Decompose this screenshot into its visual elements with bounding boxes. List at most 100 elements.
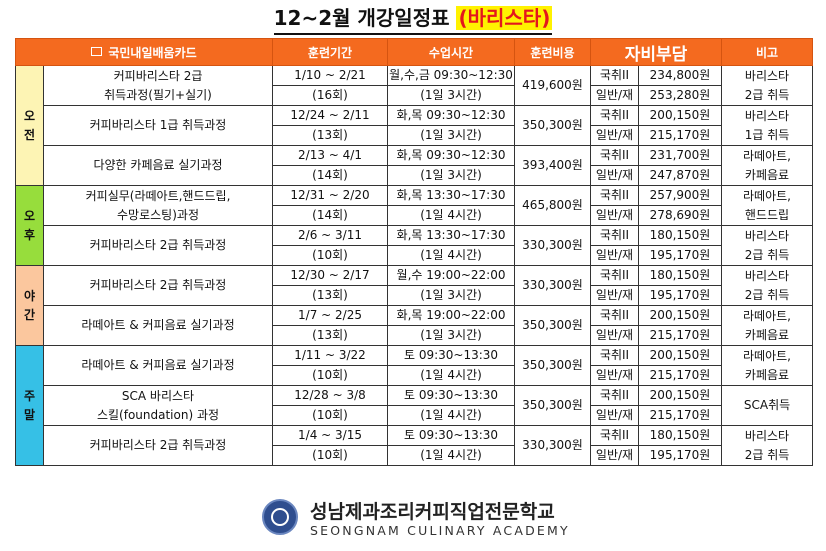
course-note: 바리스타 2급 취득: [721, 65, 814, 106]
course-row: 커피바리스타 2급 취득과정 2/6 ~ 3/11 화,목 13:30~17:30 3…: [16, 225, 814, 266]
daily-hours: (1일 4시간): [387, 245, 516, 266]
course-row: 오 후 커피실무(라떼아트,핸드드립, 수망로스팅)과정 12/31 ~ 2/20 화,목…: [15, 185, 814, 266]
school-name-en: SEONGNAM CULINARY ACADEMY: [310, 523, 570, 538]
self-pay-national: 180,150원: [638, 225, 723, 246]
daily-hours: (1일 4시간): [387, 365, 516, 386]
class-time: 토 09:30~13:30: [387, 425, 516, 446]
self-pay-general: 215,170원: [638, 125, 723, 146]
school-logo-icon: [262, 499, 298, 535]
training-fee: 350,300원: [514, 105, 592, 146]
self-pay-general: 247,870원: [638, 165, 723, 186]
course-name: SCA 바리스타 스킬(foundation) 과정: [42, 385, 274, 426]
category-national: 국취II: [590, 305, 640, 326]
title-main: 12~2월 개강일정표: [273, 6, 450, 30]
course-name: 커피바리스타 2급 취득과정: [42, 265, 274, 306]
training-dates: 1/7 ~ 2/25: [272, 305, 389, 326]
school-name-ko: 성남제과조리커피직업전문학교: [310, 501, 555, 523]
class-time: 월,수,금 09:30~12:30: [387, 65, 516, 86]
category-national: 국취II: [590, 265, 640, 286]
daily-hours: (1일 3시간): [387, 325, 516, 346]
self-pay-general: 195,170원: [638, 245, 723, 266]
self-pay-national: 180,150원: [638, 265, 723, 286]
course-row: 커피바리스타 1급 취득과정 12/24 ~ 2/11 화,목 09:30~12:3…: [16, 105, 814, 146]
class-time: 화,목 19:00~22:00: [387, 305, 516, 326]
training-dates: 12/31 ~ 2/20: [272, 185, 389, 206]
category-general: 일반/재: [590, 85, 640, 106]
session-count: (16회): [272, 85, 389, 106]
training-fee: 350,300원: [514, 385, 592, 426]
category-general: 일반/재: [590, 245, 640, 266]
training-fee: 330,300원: [514, 425, 592, 466]
self-pay-national: 200,150원: [638, 385, 723, 406]
class-time: 화,목 09:30~12:30: [387, 105, 516, 126]
session-count: (13회): [272, 125, 389, 146]
header-time: 수업시간: [387, 38, 516, 66]
training-dates: 1/4 ~ 3/15: [272, 425, 389, 446]
self-pay-national: 180,150원: [638, 425, 723, 446]
class-time: 화,목 13:30~17:30: [387, 225, 516, 246]
category-national: 국취II: [590, 225, 640, 246]
daily-hours: (1일 4시간): [387, 205, 516, 226]
course-row-sub: (14회) (1일 4시간) 일반/재 278,690원: [16, 205, 813, 226]
school-footer: 성남제과조리커피직업전문학교 SEONGNAM CULINARY ACADEMY: [262, 497, 582, 541]
class-time: 토 09:30~13:30: [387, 385, 516, 406]
daily-hours: (1일 4시간): [387, 445, 516, 466]
course-note: 라떼아트, 카페음료: [721, 145, 814, 186]
category-general: 일반/재: [590, 125, 640, 146]
self-pay-general: 195,170원: [638, 285, 723, 306]
training-fee: 465,800원: [514, 185, 592, 226]
daily-hours: (1일 4시간): [387, 405, 516, 426]
self-pay-general: 215,170원: [638, 405, 723, 426]
self-pay-national: 231,700원: [638, 145, 723, 166]
card-icon: [91, 46, 103, 56]
training-fee: 350,300원: [514, 345, 592, 386]
category-general: 일반/재: [590, 365, 640, 386]
daily-hours: (1일 3시간): [387, 85, 516, 106]
session-count: (10회): [272, 405, 389, 426]
self-pay-general: 278,690원: [638, 205, 723, 226]
header-fee: 훈련비용: [514, 38, 592, 66]
course-note: SCA취득: [721, 385, 814, 426]
session-count: (10회): [272, 445, 389, 466]
course-note: 바리스타 2급 취득: [721, 425, 814, 466]
header-self-pay: 자비부담: [590, 38, 723, 66]
category-general: 일반/재: [590, 445, 640, 466]
course-row-sub: (10회) (1일 4시간) 일반/재 195,170원: [16, 245, 813, 266]
self-pay-national: 257,900원: [638, 185, 723, 206]
category-general: 일반/재: [590, 285, 640, 306]
class-time: 화,목 09:30~12:30: [387, 145, 516, 166]
session-count: (10회): [272, 245, 389, 266]
self-pay-general: 215,170원: [638, 325, 723, 346]
training-dates: 2/13 ~ 4/1: [272, 145, 389, 166]
category-national: 국취II: [590, 185, 640, 206]
training-dates: 12/30 ~ 2/17: [272, 265, 389, 286]
course-name: 라떼아트 & 커피음료 실기과정: [42, 345, 274, 386]
training-dates: 2/6 ~ 3/11: [272, 225, 389, 246]
course-row-sub: (14회) (1일 3시간) 일반/재 247,870원: [16, 165, 813, 186]
category-general: 일반/재: [590, 405, 640, 426]
self-pay-general: 215,170원: [638, 365, 723, 386]
class-time: 화,목 13:30~17:30: [387, 185, 516, 206]
course-row: 라떼아트 & 커피음료 실기과정 1/7 ~ 2/25 화,목 19:00~22:0…: [16, 305, 814, 346]
training-fee: 330,300원: [514, 225, 592, 266]
self-pay-national: 234,800원: [638, 65, 723, 86]
class-time: 토 09:30~13:30: [387, 345, 516, 366]
course-name: 커피바리스타 2급 취득과정: [42, 225, 274, 266]
header-note: 비고: [721, 38, 814, 66]
course-name: 커피바리스타 2급 취득과정(필기+실기): [42, 65, 274, 106]
training-dates: 12/24 ~ 2/11: [272, 105, 389, 126]
session-count: (13회): [272, 285, 389, 306]
training-fee: 419,600원: [514, 65, 592, 106]
self-pay-national: 200,150원: [638, 345, 723, 366]
title-underline: 12~2월 개강일정표 (바리스타): [273, 4, 553, 35]
category-general: 일반/재: [590, 325, 640, 346]
course-row-sub: (10회) (1일 4시간) 일반/재 195,170원: [16, 445, 813, 466]
session-count: (10회): [272, 365, 389, 386]
course-row: 야 간 커피바리스타 2급 취득과정 12/30 ~ 2/17 월,수 19:00~22…: [15, 265, 814, 346]
category-national: 국취II: [590, 385, 640, 406]
category-general: 일반/재: [590, 205, 640, 226]
daily-hours: (1일 3시간): [387, 125, 516, 146]
